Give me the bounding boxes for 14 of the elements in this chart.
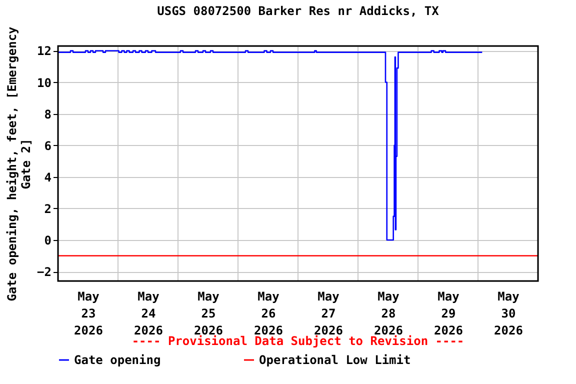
y-tick-label: 8 xyxy=(44,107,52,122)
legend-label: Operational Low Limit xyxy=(259,353,411,367)
y-tick-label: 6 xyxy=(44,138,52,153)
y-tick-label: 0 xyxy=(44,233,52,248)
x-tick-label: May 30 2026 xyxy=(494,290,523,338)
y-tick-label: 10 xyxy=(37,76,52,90)
chart-title: USGS 08072500 Barker Res nr Addicks, TX xyxy=(157,4,440,18)
y-tick-label: 4 xyxy=(44,170,52,184)
y-axis-title: Gate opening, height, feet, [Emergency Gate 2] xyxy=(5,26,34,302)
y-tick-label: −2 xyxy=(37,265,52,280)
y-tick-label: 12 xyxy=(37,44,52,58)
y-tick-label: 2 xyxy=(44,202,52,216)
legend-label: Gate opening xyxy=(74,353,161,367)
x-tick-label: May 23 2026 xyxy=(74,290,103,338)
